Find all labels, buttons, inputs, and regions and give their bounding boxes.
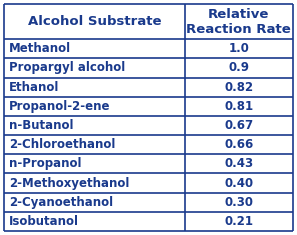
Text: 2-Chloroethanol: 2-Chloroethanol [9, 138, 115, 151]
Text: Methanol: Methanol [9, 42, 71, 55]
Text: Alcohol Substrate: Alcohol Substrate [28, 15, 161, 28]
Text: 0.40: 0.40 [224, 176, 253, 190]
Text: 0.82: 0.82 [224, 81, 253, 94]
Text: 0.66: 0.66 [224, 138, 253, 151]
Text: Ethanol: Ethanol [9, 81, 59, 94]
Text: 2-Methoxyethanol: 2-Methoxyethanol [9, 176, 129, 190]
Text: 1.0: 1.0 [228, 42, 249, 55]
Text: 0.67: 0.67 [224, 119, 253, 132]
Text: Isobutanol: Isobutanol [9, 215, 79, 228]
Text: Propargyl alcohol: Propargyl alcohol [9, 62, 125, 74]
Text: 0.9: 0.9 [228, 62, 249, 74]
Text: 0.30: 0.30 [224, 196, 253, 209]
Text: 0.43: 0.43 [224, 157, 253, 170]
Text: Relative
Reaction Rate: Relative Reaction Rate [187, 8, 291, 35]
Text: 0.81: 0.81 [224, 100, 253, 113]
Text: n-Butanol: n-Butanol [9, 119, 73, 132]
Text: n-Propanol: n-Propanol [9, 157, 81, 170]
Text: 2-Cyanoethanol: 2-Cyanoethanol [9, 196, 113, 209]
Text: 0.21: 0.21 [224, 215, 253, 228]
Text: Propanol-2-ene: Propanol-2-ene [9, 100, 110, 113]
